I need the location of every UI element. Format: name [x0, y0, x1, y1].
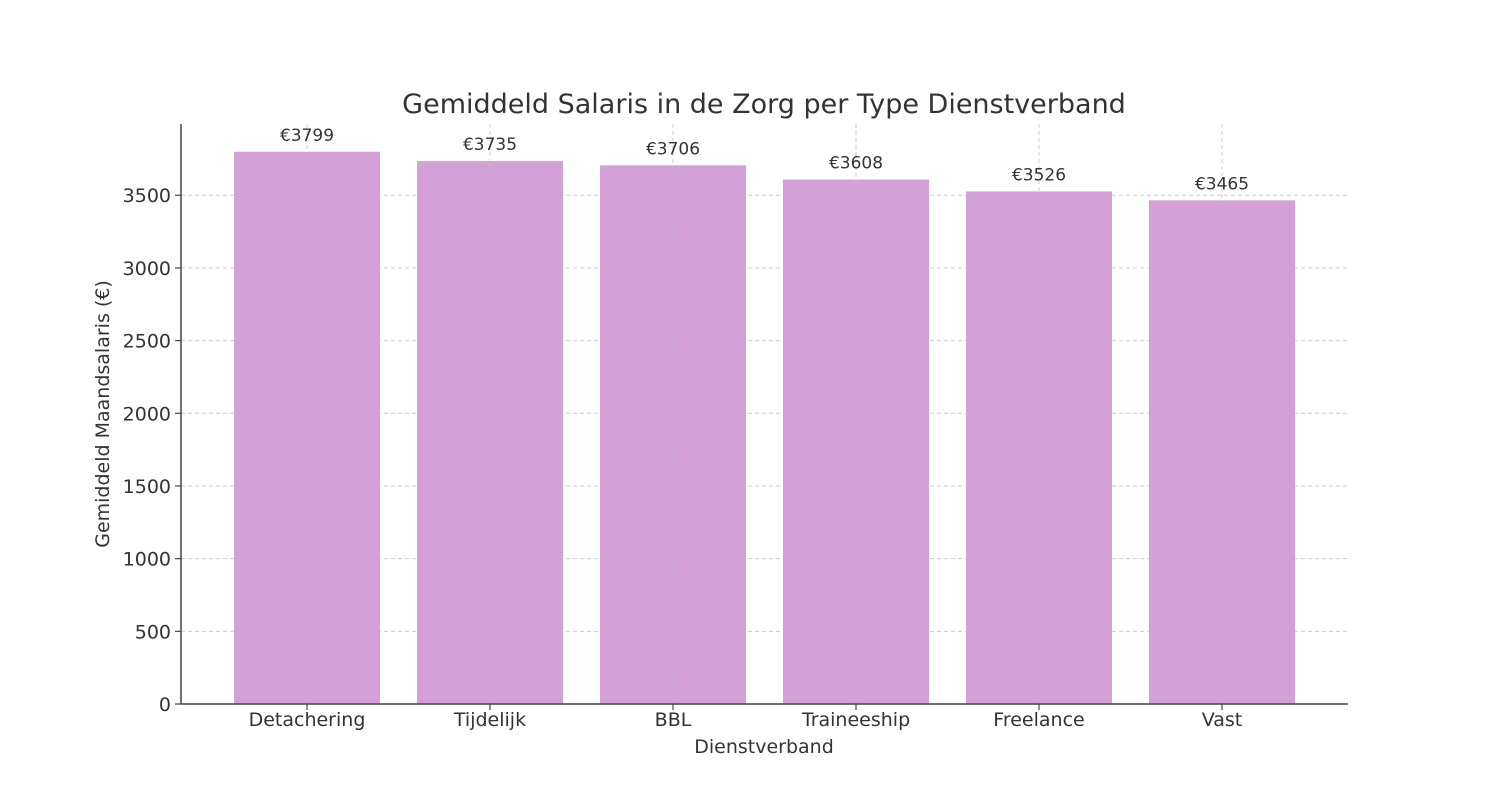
x-tick-label: Tijdelijk [453, 709, 526, 731]
bar-value-label: €3706 [646, 139, 700, 159]
y-tick-label: 2000 [123, 403, 171, 425]
bar-value-label: €3526 [1012, 165, 1066, 185]
bar [1149, 200, 1295, 704]
y-tick-label: 1000 [123, 549, 171, 571]
labels-layer: 0 500 1000 1500 2000 2500 3000 3500 €3799 Detache… [123, 126, 1249, 731]
y-tick-label: 2500 [123, 331, 171, 353]
bar-value-label: €3799 [280, 126, 334, 146]
bars-layer [234, 151, 1295, 705]
x-axis-label: Dienstverband [694, 736, 834, 758]
chart-title: Gemiddeld Salaris in de Zorg per Type Di… [402, 89, 1126, 120]
y-tick-label: 0 [159, 694, 171, 716]
y-tick-label: 3000 [123, 258, 171, 280]
bar-value-label: €3735 [463, 135, 517, 155]
y-tick-label: 1500 [123, 476, 171, 498]
bar-value-label: €3465 [1195, 174, 1249, 194]
x-tick-label: Freelance [993, 709, 1084, 731]
bar-value-label: €3608 [829, 154, 883, 174]
bar [417, 161, 563, 704]
x-tick-label: Vast [1202, 709, 1243, 731]
axes-layer [180, 124, 1348, 705]
x-tick-label: Traineeship [801, 709, 910, 731]
x-tick-label: Detachering [249, 709, 366, 731]
y-tick-label: 500 [135, 621, 171, 643]
y-axis-label: Gemiddeld Maandsalaris (€) [92, 280, 114, 548]
x-tick-label: BBL [655, 709, 692, 731]
y-tick-label: 3500 [123, 185, 171, 207]
